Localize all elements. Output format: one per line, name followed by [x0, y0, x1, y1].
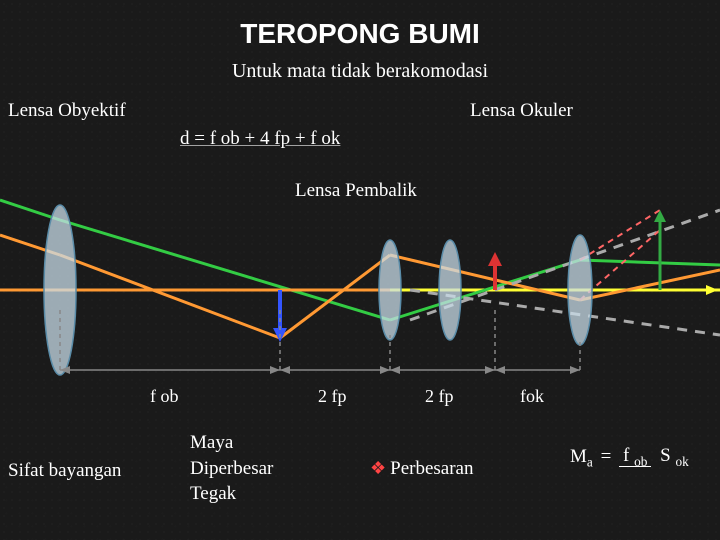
dim-2fp-1: 2 fp	[318, 386, 347, 407]
dim-fob: f ob	[150, 386, 179, 407]
subtitle: Untuk mata tidak berakomodasi	[0, 60, 720, 83]
tegak: Tegak	[190, 483, 236, 504]
label-lensa-obyektif: Lensa Obyektif	[8, 100, 126, 122]
maya: Maya	[190, 432, 233, 453]
optics-diagram	[0, 160, 720, 400]
diperbesar: Diperbesar	[190, 458, 273, 479]
diamond-bullet-icon: ❖	[370, 458, 386, 478]
dim-2fp-2: 2 fp	[425, 386, 454, 407]
magnification-formula: Ma = f ob S ok	[570, 445, 693, 471]
sifat-list: Maya Diperbesar Tegak	[190, 430, 273, 507]
perbesaran-label: ❖Perbesaran	[370, 458, 474, 480]
sifat-bayangan-label: Sifat bayangan	[8, 460, 121, 482]
label-lensa-okuler: Lensa Okuler	[470, 100, 573, 122]
dim-fok: fok	[520, 386, 544, 407]
label-formula-d: d = f ob + 4 fp + f ok	[180, 128, 340, 150]
page-title: TEROPONG BUMI	[0, 18, 720, 50]
